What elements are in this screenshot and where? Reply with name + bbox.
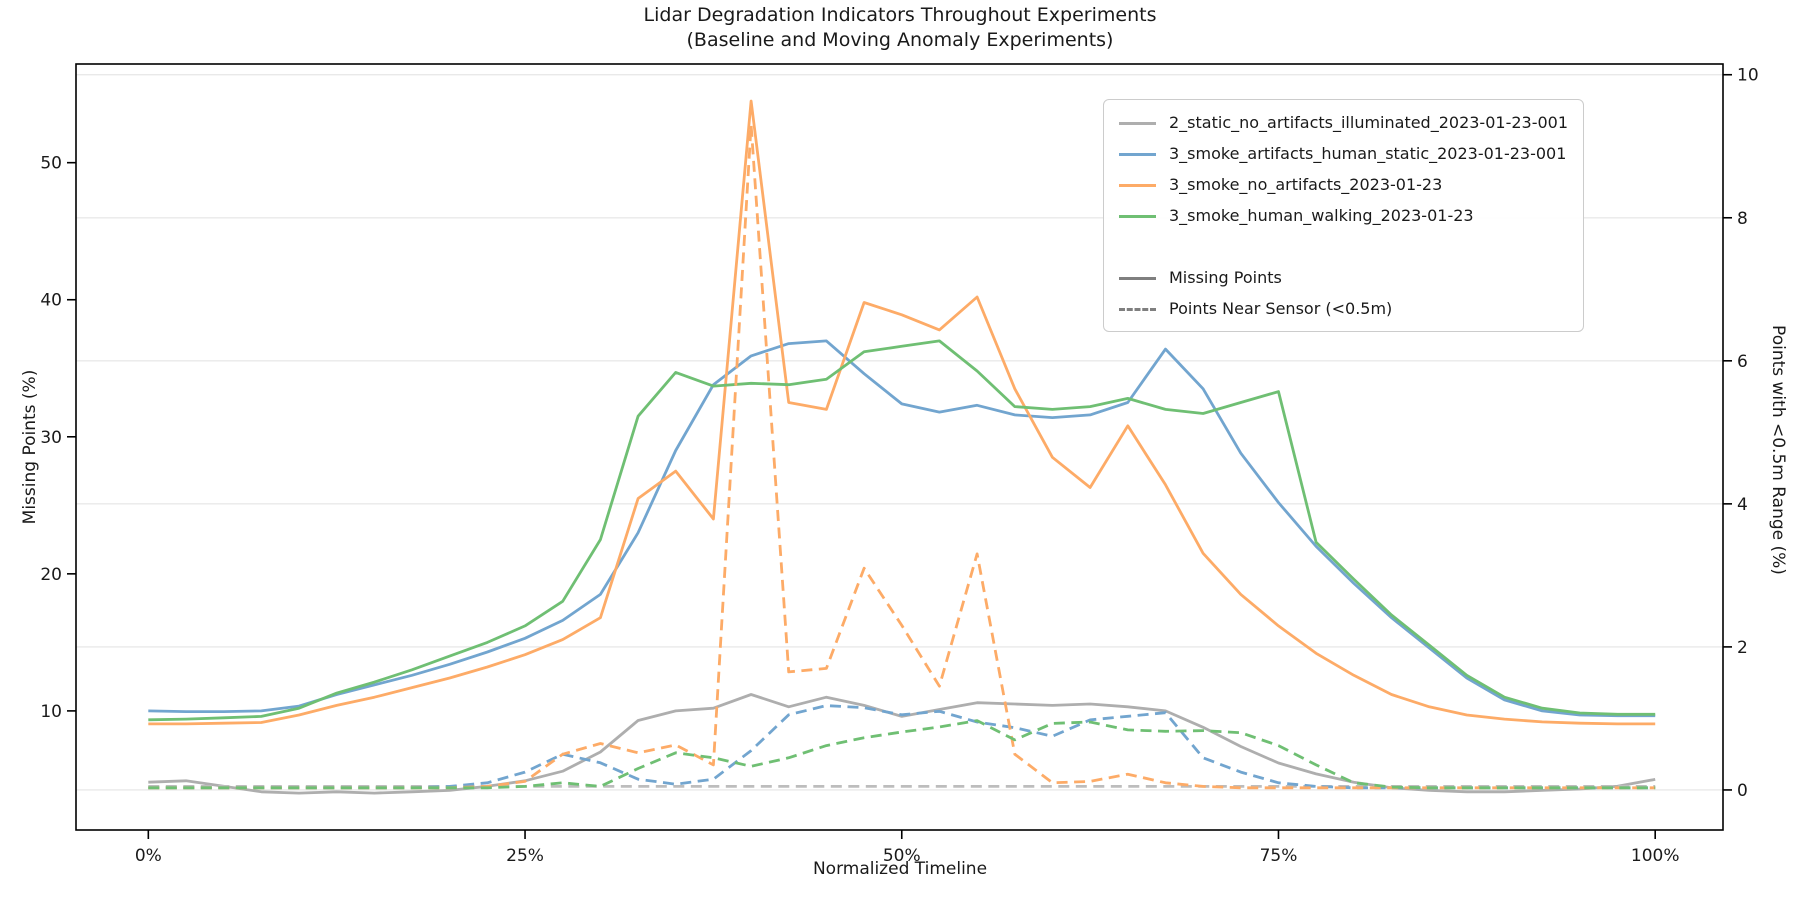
series-line-solid-1 (148, 339, 1656, 718)
legend-label: 2_static_no_artifacts_illuminated_2023-0… (1169, 113, 1569, 132)
y-right-tick-label: 2 (1737, 638, 1748, 658)
chart-subtitle: (Baseline and Moving Anomaly Experiments… (686, 29, 1114, 51)
y-left-tick-label: 20 (40, 565, 62, 585)
legend-label: 3_smoke_artifacts_human_static_2023-01-2… (1169, 144, 1567, 163)
series-line-dashed-7 (148, 719, 1656, 790)
legend-label: Missing Points (1169, 268, 1282, 287)
legend-label: Points Near Sensor (<0.5m) (1169, 299, 1393, 318)
x-tick-label: 0% (135, 846, 162, 866)
legend-label: 3_smoke_no_artifacts_2023-01-23 (1169, 175, 1443, 194)
legend-entry-style-0: Missing Points (1119, 262, 1568, 293)
series-line-solid-0 (148, 693, 1656, 795)
legend-swatch (1119, 308, 1156, 311)
y-right-tick-label: 6 (1737, 352, 1748, 372)
legend-swatch (1119, 277, 1156, 280)
x-axis-label: Normalized Timeline (812, 859, 988, 879)
y-left-tick-label: 10 (40, 702, 62, 722)
x-tick-label: 25% (506, 846, 544, 866)
x-tick-label: 100% (1631, 846, 1680, 866)
legend-swatch (1119, 153, 1156, 156)
x-tick-label: 75% (1260, 846, 1298, 866)
legend: 2_static_no_artifacts_illuminated_2023-0… (1103, 99, 1585, 332)
y-left-tick-label: 30 (40, 428, 62, 448)
legend-spacer (1119, 231, 1568, 262)
legend-swatch (1119, 122, 1156, 125)
y-left-tick-label: 40 (40, 291, 62, 311)
y-right-tick-label: 10 (1737, 66, 1759, 86)
y-left-tick-label: 50 (40, 154, 62, 174)
y-right-tick-label: 8 (1737, 209, 1748, 229)
legend-entry-run-0: 2_static_no_artifacts_illuminated_2023-0… (1119, 107, 1568, 138)
legend-entry-style-1: Points Near Sensor (<0.5m) (1119, 293, 1568, 324)
legend-label: 3_smoke_human_walking_2023-01-23 (1169, 206, 1474, 225)
y-right-tick-label: 0 (1737, 781, 1748, 801)
legend-entry-run-2: 3_smoke_no_artifacts_2023-01-23 (1119, 169, 1568, 200)
series-line-solid-2 (148, 99, 1656, 726)
legend-entry-run-3: 3_smoke_human_walking_2023-01-23 (1119, 200, 1568, 231)
x-tick-label: 50% (883, 846, 921, 866)
chart-title: Lidar Degradation Indicators Throughout … (643, 4, 1157, 26)
legend-swatch (1119, 184, 1156, 187)
series-line-dashed-5 (148, 704, 1656, 790)
legend-entry-run-1: 3_smoke_artifacts_human_static_2023-01-2… (1119, 138, 1568, 169)
plot-border (75, 63, 1724, 831)
legend-swatch (1119, 215, 1156, 218)
y-right-tick-label: 4 (1737, 495, 1748, 515)
series-line-solid-3 (148, 339, 1656, 722)
